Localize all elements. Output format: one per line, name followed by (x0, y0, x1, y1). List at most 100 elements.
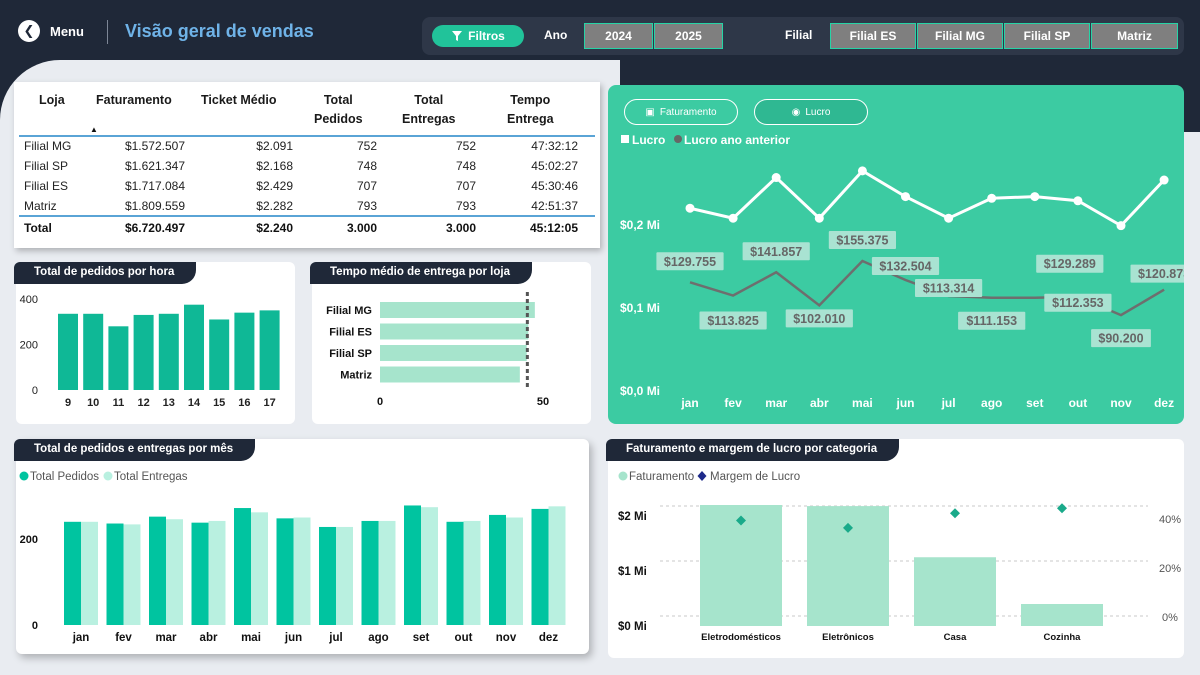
data-label: $132.504 (879, 260, 931, 274)
x-tick-label: 14 (188, 397, 201, 409)
faturamento-toggle[interactable]: ▣ Faturamento (624, 99, 738, 125)
legend-label: Margem de Lucro (710, 471, 800, 483)
legend-label: Lucro (632, 133, 665, 147)
total-ticket: $2.240 (256, 221, 293, 235)
y-tick-label: $1 Mi (618, 566, 647, 578)
bar (380, 302, 535, 318)
row-store-name[interactable]: Filial MG (24, 139, 72, 153)
legend-swatch (103, 471, 113, 481)
bar-entregas (81, 521, 98, 625)
lucro-point (1159, 175, 1169, 185)
bar-pedidos (531, 508, 549, 625)
margin-marker (736, 515, 746, 526)
table-cell: 47:32:12 (531, 139, 578, 153)
filters-button[interactable]: Filtros (432, 25, 524, 47)
data-label-box (742, 242, 810, 261)
legend-label: Total Entregas (114, 471, 188, 483)
x-tick-label: Eletrodomésticos (701, 632, 781, 643)
bar-pedidos (361, 520, 379, 625)
col-total-entregas[interactable]: Total Entregas (402, 93, 456, 126)
bar (108, 326, 129, 390)
bar-entregas (463, 520, 481, 625)
col-tempo-entrega[interactable]: Tempo Entrega (507, 93, 554, 126)
row-store-name[interactable]: Filial SP (24, 159, 69, 173)
x-tick-label: 12 (137, 397, 149, 409)
table-cell: 748 (455, 159, 476, 173)
orders-by-hour-title: Total de pedidos por hora (14, 262, 197, 284)
data-label-box (785, 309, 853, 328)
total-rule (19, 215, 595, 217)
bar-pedidos (191, 522, 209, 625)
x-tick-label: Cozinha (1044, 632, 1082, 643)
x-tick-label: abr (200, 632, 218, 644)
x-tick-label: 0 (377, 396, 383, 408)
data-label-box (1036, 254, 1104, 273)
legend-swatch (674, 135, 682, 143)
sales-table: Loja Faturamento ▲ Ticket Médio Total Pe… (14, 82, 600, 248)
table-cell: 707 (356, 179, 377, 193)
table-cell: $1.621.347 (124, 159, 185, 173)
x-tick-label: ago (368, 632, 388, 644)
menu-button[interactable]: ❮ Menu (18, 20, 84, 42)
data-label-box (871, 257, 940, 276)
branch-es-button[interactable]: Filial ES (830, 23, 916, 49)
year-2024-button[interactable]: 2024 (584, 23, 653, 49)
bar-entregas (506, 517, 523, 625)
data-label: $155.375 (836, 234, 888, 248)
x-tick-label: set (1026, 396, 1043, 410)
lucro-line (689, 168, 1166, 228)
x-tick-label: jul (328, 632, 342, 644)
lucro-point (944, 213, 954, 223)
x-tick-label: jul (941, 396, 956, 410)
bar-pedidos (106, 523, 124, 625)
bar-entregas (166, 519, 183, 625)
table-cell: $2.091 (256, 139, 293, 153)
lucro-point (771, 173, 781, 183)
y-category-label: Filial ES (329, 327, 372, 339)
data-label: $141.857 (750, 245, 802, 259)
col-faturamento[interactable]: Faturamento (96, 93, 172, 107)
delivery-time-card: Tempo médio de entrega por loja Filial M… (310, 262, 591, 424)
y-category-label: Filial MG (326, 305, 372, 317)
x-tick-label: mai (852, 396, 873, 410)
x-tick-label: set (413, 632, 430, 644)
branch-sp-button[interactable]: Filial SP (1004, 23, 1090, 49)
data-label: $113.825 (707, 314, 758, 328)
y2-tick-label: 40% (1159, 514, 1181, 526)
branch-matriz-button[interactable]: Matriz (1091, 23, 1178, 49)
header-divider (107, 20, 108, 44)
row-store-name[interactable]: Filial ES (24, 179, 69, 193)
data-label-box (958, 311, 1026, 330)
bar (380, 366, 520, 383)
data-label-box (699, 311, 767, 330)
bar-entregas (251, 512, 268, 625)
page-title: Visão geral de vendas (125, 21, 314, 41)
y-tick-label: 200 (20, 534, 38, 546)
x-tick-label: 9 (65, 397, 71, 409)
row-store-name[interactable]: Matriz (24, 199, 57, 213)
bar-entregas (421, 507, 438, 625)
x-tick-label: nov (496, 632, 517, 644)
y-tick-label: 400 (20, 294, 38, 306)
col-ticket-medio[interactable]: Ticket Médio (201, 93, 277, 107)
x-tick-label: out (1069, 396, 1088, 410)
bar-entregas (548, 506, 566, 625)
col-total-pedidos[interactable]: Total Pedidos (314, 93, 363, 126)
category-card: Faturamento e margem de lucro por catego… (606, 439, 1184, 658)
data-label: $90.200 (1098, 332, 1143, 346)
lucro-toggle[interactable]: ◉ Lucro (754, 99, 868, 125)
margin-marker (950, 508, 960, 519)
orders-by-hour-chart: 0 200 400 9 10 11 12 13 14 15 16 17 (20, 294, 280, 409)
data-label-box (1091, 329, 1151, 348)
bar-pedidos (149, 516, 166, 625)
year-2025-button[interactable]: 2025 (654, 23, 723, 49)
table-cell: 45:02:27 (531, 159, 578, 173)
filial-label: Filial (785, 28, 813, 42)
menu-label: Menu (50, 23, 84, 39)
table-cell: 752 (455, 139, 476, 153)
x-tick-label: out (455, 632, 473, 644)
data-label: $102.010 (793, 312, 845, 326)
col-loja[interactable]: Loja (39, 93, 65, 107)
branch-mg-button[interactable]: Filial MG (917, 23, 1003, 49)
faturamento-toggle-label: Faturamento (659, 106, 717, 118)
